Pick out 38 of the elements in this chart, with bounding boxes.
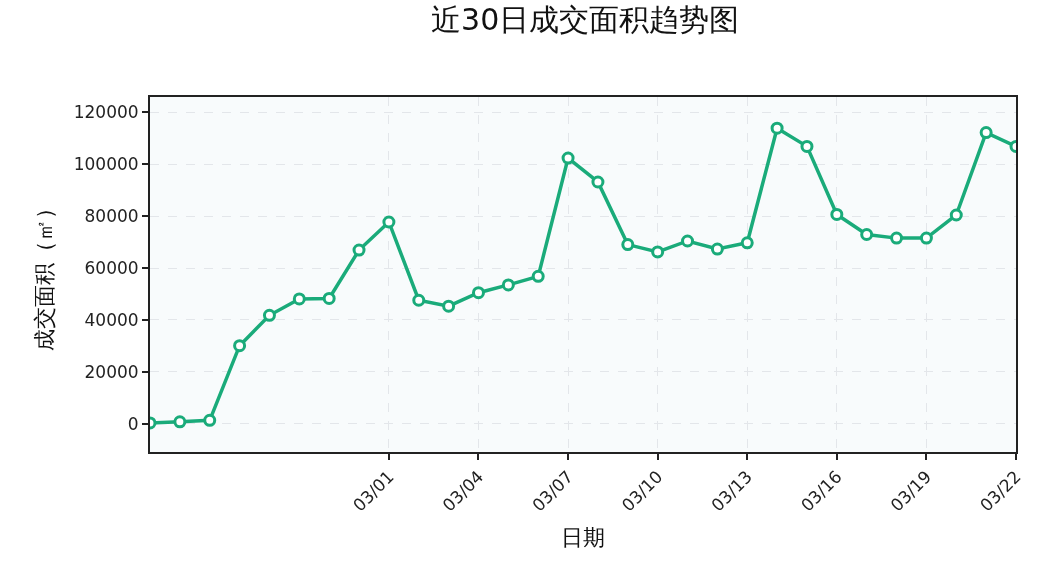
point — [412, 293, 426, 307]
point — [890, 231, 904, 245]
point — [442, 299, 456, 313]
y-tick-label: 20000 — [84, 361, 139, 382]
point — [203, 413, 217, 427]
point — [292, 292, 306, 306]
point — [382, 215, 396, 229]
x-axis-title: 日期 — [561, 524, 605, 550]
point — [621, 238, 635, 252]
point — [233, 339, 247, 353]
y-tick-label: 80000 — [84, 205, 139, 226]
point — [322, 291, 336, 305]
point — [651, 245, 665, 259]
y-tick-label: 40000 — [84, 309, 139, 330]
point — [501, 278, 515, 292]
point — [979, 126, 993, 140]
y-tick-label: 60000 — [84, 257, 139, 278]
chart-title: 近30日成交面积趋势图 — [431, 1, 740, 37]
y-axis-title: 成交面积（㎡） — [31, 197, 57, 352]
point — [681, 234, 695, 248]
point — [740, 236, 754, 250]
point — [471, 286, 485, 300]
point — [800, 139, 814, 153]
point — [710, 242, 724, 256]
y-tick-label: 0 — [127, 413, 139, 434]
point — [173, 415, 187, 429]
y-tick-label: 120000 — [73, 102, 139, 123]
point — [770, 121, 784, 135]
point — [591, 175, 605, 189]
point — [561, 151, 575, 165]
point — [949, 208, 963, 222]
y-tick-label: 100000 — [73, 154, 139, 174]
point — [830, 207, 844, 221]
point — [531, 269, 545, 283]
point — [352, 243, 366, 257]
point — [262, 308, 276, 322]
point — [919, 231, 933, 245]
point — [860, 227, 874, 241]
